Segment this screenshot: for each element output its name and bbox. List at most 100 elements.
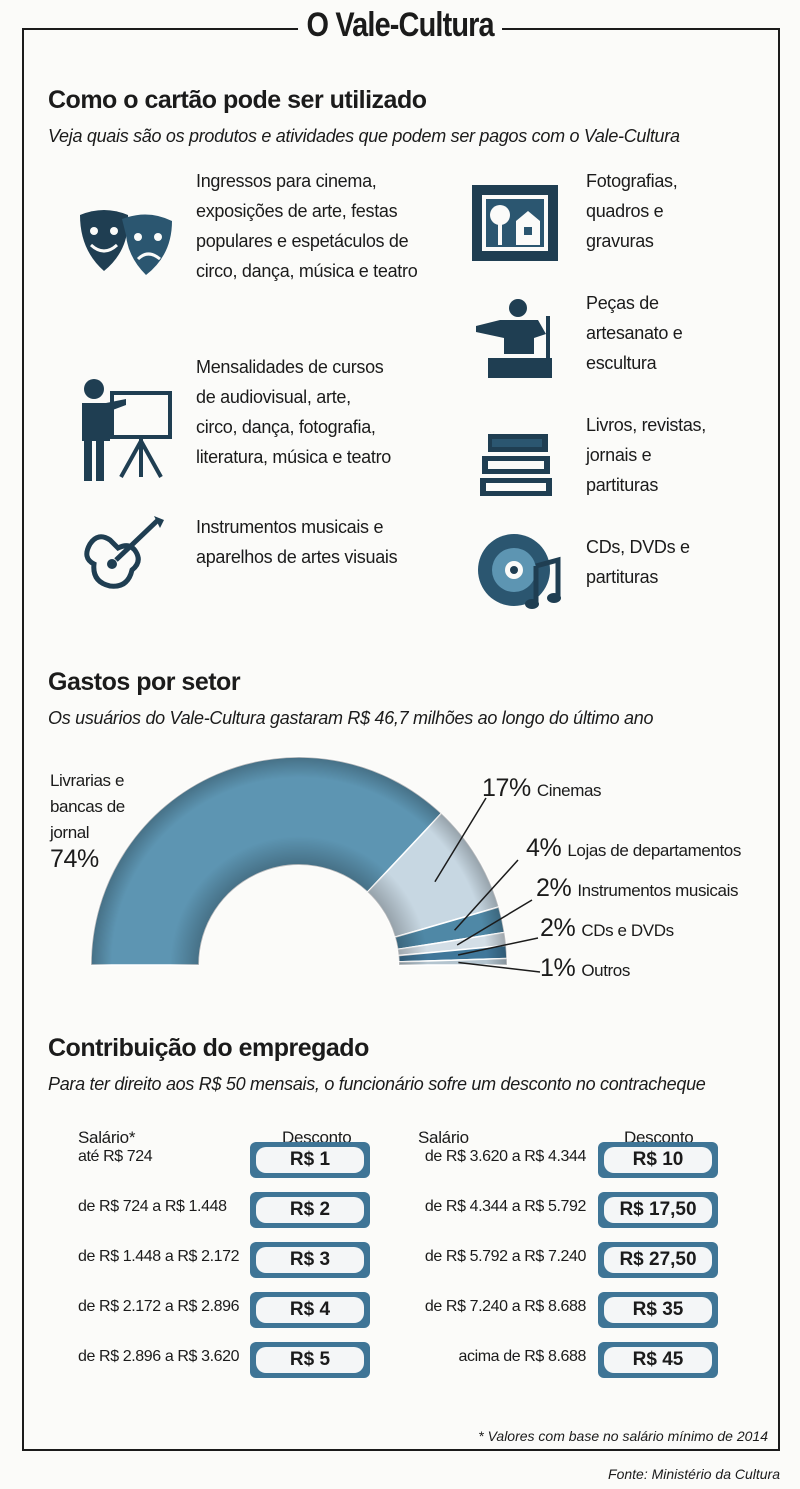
- leader-line: [458, 961, 541, 973]
- donut-slice-shade: [91, 757, 442, 965]
- section-subtitle-contribution: Para ter direito aos R$ 50 mensais, o fu…: [48, 1074, 706, 1094]
- usage-item-line: populares e espetáculos de: [196, 231, 409, 251]
- label-outros: 1% Outros: [540, 954, 630, 983]
- salary-range: até R$ 724: [78, 1148, 153, 1165]
- leader-line: [454, 859, 519, 931]
- label-lojas: 4% Lojas de departamentos: [526, 834, 741, 863]
- usage-item-line: circo, dança, música e teatro: [196, 261, 418, 281]
- footnote: * Valores com base no salário mínimo de …: [478, 1428, 768, 1444]
- salary-range: de R$ 4.344 a R$ 5.792: [424, 1198, 587, 1215]
- sculpture-icon: [476, 299, 552, 378]
- usage-item-books: Livros, revistas, jornais e partituras: [586, 410, 706, 500]
- usage-item-line: aparelhos de artes visuais: [196, 547, 398, 567]
- usage-item-line: partituras: [586, 475, 659, 495]
- salary-range: de R$ 7.240 a R$ 8.688: [424, 1298, 587, 1315]
- discount-value: R$ 4: [289, 1299, 331, 1320]
- salary-range: de R$ 724 a R$ 1.448: [78, 1198, 227, 1215]
- framed-picture-icon: [472, 185, 558, 261]
- label-percent: 74%: [50, 845, 99, 873]
- infographic-title: O Vale-Cultura: [0, 6, 800, 45]
- usage-item-line: Ingressos para cinema,: [196, 171, 377, 191]
- usage-item-line: Mensalidades de cursos: [196, 357, 384, 377]
- discount-banknote: R$ 10: [598, 1142, 718, 1178]
- usage-item-line: gravuras: [586, 231, 654, 251]
- label-category: Cinemas: [536, 781, 602, 800]
- donut-slice-shade: [367, 813, 499, 938]
- label-category: Outros: [581, 961, 630, 980]
- half-donut-chart: [90, 756, 541, 973]
- discount-value: R$ 27,50: [619, 1249, 697, 1270]
- salary-range: acima de R$ 8.688: [458, 1348, 586, 1365]
- discount-value: R$ 5: [289, 1349, 331, 1370]
- discount-banknote: R$ 2: [250, 1192, 370, 1228]
- discount-value: R$ 35: [632, 1299, 684, 1320]
- discount-value: R$ 1: [289, 1149, 331, 1170]
- usage-item-cds: CDs, DVDs e partituras: [586, 532, 690, 592]
- discount-value: R$ 2: [289, 1199, 331, 1220]
- salary-range: de R$ 5.792 a R$ 7.240: [424, 1248, 587, 1265]
- salary-range: de R$ 2.896 a R$ 3.620: [78, 1348, 240, 1365]
- section-heading-usage: Como o cartão pode ser utilizado: [48, 86, 427, 114]
- usage-item-courses: Mensalidades de cursos de audiovisual, ar…: [196, 352, 391, 472]
- usage-item-line: artesanato e: [586, 323, 683, 343]
- guitar-icon: [84, 516, 164, 589]
- label-percent: 1%: [540, 954, 576, 982]
- donut-slice-shade: [397, 932, 507, 956]
- label-category: Livrarias e bancas de jornal: [50, 771, 125, 842]
- discount-banknote: R$ 4: [250, 1292, 370, 1328]
- salary-range: de R$ 1.448 a R$ 2.172: [78, 1248, 240, 1265]
- donut-slice-shade: [398, 945, 507, 962]
- salary-range: de R$ 2.172 a R$ 2.896: [78, 1298, 240, 1315]
- label-livrarias: Livrarias e bancas de jornal 74%: [50, 768, 140, 875]
- source: Fonte: Ministério da Cultura: [608, 1466, 780, 1482]
- discount-banknote: R$ 5: [250, 1342, 370, 1378]
- donut-slice-shade: [395, 906, 505, 950]
- label-percent: 2%: [536, 874, 572, 902]
- usage-item-crafts: Peças de artesanato e escultura: [586, 288, 683, 378]
- teacher-presentation-icon: [82, 379, 172, 481]
- discount-banknote: R$ 1: [250, 1142, 370, 1178]
- leader-line: [457, 937, 539, 956]
- discount-banknote: R$ 35: [598, 1292, 718, 1328]
- label-cinemas: 17% Cinemas: [482, 774, 602, 803]
- usage-item-line: quadros e: [586, 201, 664, 221]
- usage-item-line: circo, dança, fotografia,: [196, 417, 376, 437]
- discount-value: R$ 17,50: [619, 1199, 697, 1220]
- label-percent: 4%: [526, 834, 562, 862]
- cd-music-icon: [478, 534, 561, 609]
- label-instrumentos: 2% Instrumentos musicais: [536, 874, 738, 903]
- usage-item-line: CDs, DVDs e: [586, 537, 690, 557]
- usage-item-line: Peças de: [586, 293, 659, 313]
- discount-value: R$ 3: [289, 1249, 331, 1270]
- usage-item-line: de audiovisual, arte,: [196, 387, 351, 407]
- usage-item-line: literatura, música e teatro: [196, 447, 391, 467]
- theater-masks-icon: [80, 210, 172, 275]
- books-icon: [480, 434, 552, 496]
- discount-banknote: R$ 27,50: [598, 1242, 718, 1278]
- discount-value: R$ 45: [632, 1349, 684, 1370]
- section-heading-contribution: Contribuição do empregado: [48, 1034, 369, 1062]
- usage-item-line: jornais e: [586, 445, 652, 465]
- discount-banknote: R$ 17,50: [598, 1192, 718, 1228]
- label-category: CDs e DVDs: [581, 921, 674, 940]
- section-subtitle-usage: Veja quais são os produtos e atividades …: [48, 126, 680, 146]
- label-percent: 17%: [482, 774, 531, 802]
- section-heading-spending: Gastos por setor: [48, 668, 241, 696]
- usage-item-line: exposições de arte, festas: [196, 201, 398, 221]
- usage-item-line: Livros, revistas,: [586, 415, 706, 435]
- label-cds: 2% CDs e DVDs: [540, 914, 674, 943]
- header-salary-left: Salário*: [78, 1128, 136, 1147]
- leader-line: [434, 797, 487, 883]
- section-subtitle-spending: Os usuários do Vale-Cultura gastaram R$ …: [48, 708, 654, 728]
- donut-slice-shade: [398, 958, 507, 965]
- salary-range: de R$ 3.620 a R$ 4.344: [424, 1148, 587, 1165]
- usage-item-line: Fotografias,: [586, 171, 678, 191]
- discount-banknote: R$ 45: [598, 1342, 718, 1378]
- label-category: Instrumentos musicais: [577, 881, 739, 900]
- usage-item-line: escultura: [586, 353, 657, 373]
- label-percent: 2%: [540, 914, 576, 942]
- usage-item-tickets: Ingressos para cinema, exposições de arte…: [196, 166, 418, 286]
- label-category: Lojas de departamentos: [567, 841, 741, 860]
- leader-line: [456, 899, 533, 946]
- header-salary-right: Salário: [418, 1128, 469, 1147]
